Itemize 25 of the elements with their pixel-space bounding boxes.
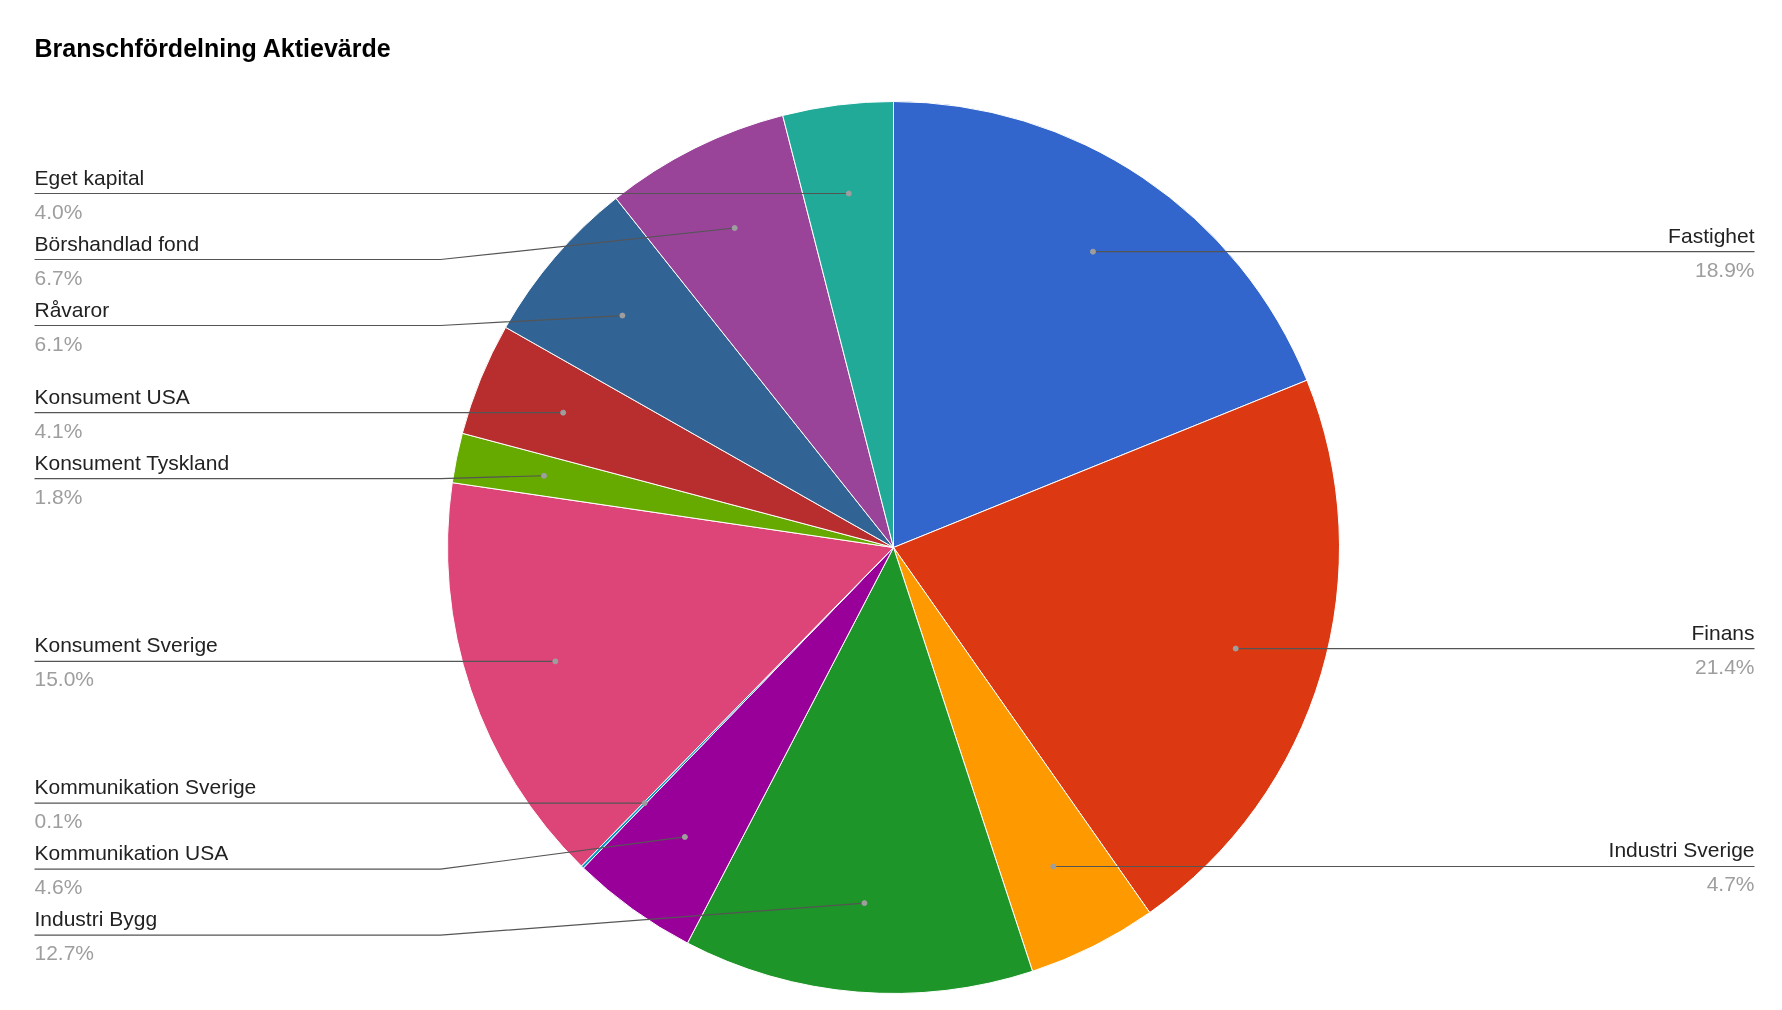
slice-label: Eget kapital — [34, 165, 145, 189]
data-label: 6.1% — [34, 331, 83, 355]
slice-label: Kommunikation USA — [34, 841, 229, 865]
data-label: 4.1% — [34, 418, 83, 442]
data-label: 1.8% — [34, 484, 83, 508]
data-label: 18.9% — [1694, 257, 1755, 281]
slice-label: Industri Sverige — [1608, 838, 1755, 862]
data-label: 15.0% — [34, 667, 95, 691]
data-label: 4.7% — [1706, 872, 1755, 896]
slice-label: Finans — [1691, 620, 1755, 644]
slice-label: Konsument Sverige — [34, 633, 218, 657]
data-label: 0.1% — [34, 809, 83, 833]
slice-label: Konsument USA — [34, 384, 190, 408]
slice-label: Råvaror — [34, 297, 110, 321]
slice-label: Konsument Tyskland — [34, 450, 230, 474]
slice-label: Fastighet — [1668, 223, 1755, 247]
slice-label: Börshandlad fond — [34, 231, 200, 255]
data-label: 6.7% — [34, 265, 83, 289]
data-label: 4.6% — [34, 875, 83, 899]
data-label: 4.0% — [34, 199, 83, 223]
slice-label: Industri Bygg — [34, 907, 158, 931]
data-label: 21.4% — [1694, 654, 1755, 678]
slice-label: Kommunikation Sverige — [34, 775, 257, 799]
data-label: 12.7% — [34, 941, 95, 965]
chart-title: Branschfördelning Aktievärde — [34, 33, 391, 62]
